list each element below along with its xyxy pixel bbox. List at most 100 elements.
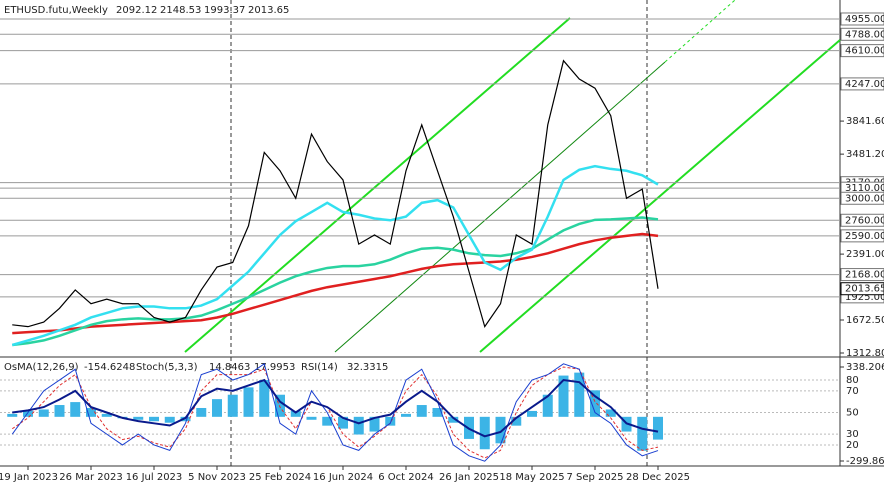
level-label: 4247.00	[845, 79, 884, 90]
grid-layer: 3841.60 3481.20 2391.00 1672.50 1312.80 4955.…	[0, 12, 884, 359]
osma-bar	[558, 375, 569, 417]
y-tick-label: 3841.60	[846, 116, 884, 127]
x-tick-label: 26 Mar 2023	[59, 472, 122, 483]
osma-bar	[605, 409, 616, 417]
indicator-tick-label: 50	[846, 408, 859, 419]
level-label: 4955.00	[845, 14, 884, 25]
level-label: 2168.00	[845, 270, 884, 281]
stoch-k-line	[11, 362, 659, 462]
indicator-tick-label: 70	[846, 386, 859, 397]
osma-bar	[23, 410, 33, 417]
layout	[0, 0, 884, 467]
symbol: ETHUSD.futu,Weekly	[4, 5, 108, 16]
y-tick-label: 1312.80	[846, 348, 884, 359]
osma-bar	[259, 379, 270, 417]
y-tick-label: 3481.20	[846, 149, 884, 160]
level-label: 3110.00	[845, 183, 884, 194]
osma-bar	[86, 407, 96, 417]
osma-bar	[196, 407, 207, 417]
indicator-tick-label: 338.206	[846, 362, 884, 373]
level-box	[840, 12, 884, 26]
osma-bar	[338, 416, 348, 429]
level-box	[840, 27, 884, 41]
x-tick-label: 18 May 2025	[499, 472, 564, 483]
osma-bar	[133, 416, 144, 420]
stoch-k-value: 14.8463	[209, 362, 250, 373]
osma-bar	[149, 416, 159, 422]
moving-average	[11, 164, 659, 347]
low: 1993.37	[204, 5, 245, 16]
stoch-d-value: 17.9953	[254, 362, 295, 373]
osma-bar	[322, 416, 333, 426]
level-label: 3000.00	[845, 193, 884, 204]
osma-bar	[542, 394, 553, 417]
osma-bar	[401, 413, 411, 417]
indicator-tick-label: 80	[846, 375, 859, 386]
stoch-label: Stoch(5,3,3)	[136, 362, 198, 373]
osma-bar	[432, 407, 443, 417]
level-label: 4788.00	[845, 29, 884, 40]
osma-bar	[54, 405, 65, 417]
moving-average	[12, 216, 659, 347]
osma-bar	[180, 416, 191, 422]
x-tick-label: 28 Dec 2025	[626, 472, 690, 483]
osma-bar	[637, 416, 648, 451]
x-tick-label: 16 Jun 2024	[313, 472, 373, 483]
osma-bar	[511, 416, 522, 426]
osma-bar	[653, 416, 663, 440]
osma-label: OsMA(12,26,9)	[4, 362, 79, 373]
x-tick-label: 5 Nov 2023	[188, 472, 246, 483]
osma-bar	[275, 394, 285, 417]
current-price-box	[840, 282, 884, 296]
osma-bar	[212, 399, 222, 417]
osma-bar	[38, 409, 49, 417]
osma-bar	[7, 413, 18, 417]
price-line	[12, 59, 659, 329]
level-box	[840, 44, 884, 58]
rsi-value: 32.3315	[347, 362, 388, 373]
osma-bar	[527, 410, 537, 417]
osma-bar	[448, 416, 459, 423]
osma-bar	[495, 416, 506, 444]
level-box	[840, 213, 884, 227]
osma-bar	[290, 410, 301, 417]
osma-bar	[306, 416, 317, 420]
channel-line	[334, 61, 666, 353]
open: 2092.12	[116, 5, 157, 16]
osma-bar	[574, 372, 585, 417]
level-box	[840, 191, 884, 205]
osma-bar	[164, 416, 175, 423]
osma-bar	[385, 416, 396, 426]
osma-bar	[369, 416, 380, 432]
close: 2013.65	[248, 5, 289, 16]
x-tick-label: 25 Feb 2024	[249, 472, 311, 483]
indicator-tick-label: 30	[846, 429, 859, 440]
osma-value: -154.6248	[84, 362, 135, 373]
level-box	[840, 229, 884, 243]
moving-average	[12, 232, 659, 335]
x-tick-label: 7 Sep 2025	[566, 472, 623, 483]
level-label: 2590.00	[845, 231, 884, 242]
indicator-tick-label: 20	[846, 440, 859, 451]
osma-bar	[227, 394, 238, 417]
current-price-label: 2013.65	[845, 284, 884, 295]
osma-bar	[590, 390, 600, 417]
indicator-tick-label: -299.8649	[846, 456, 884, 467]
channel-line	[479, 39, 841, 353]
osma-bar	[353, 416, 364, 435]
osma-bar	[70, 402, 81, 417]
y-tick-label: 1672.50	[846, 315, 884, 326]
x-tick-label: 26 Jan 2025	[439, 472, 499, 483]
x-tick-label: 6 Oct 2024	[378, 472, 433, 483]
osma-bar	[101, 413, 112, 417]
osma-bar	[479, 416, 490, 450]
x-tick-label: 16 Jul 2023	[126, 472, 183, 483]
rsi-label: RSI(14)	[301, 362, 338, 373]
high: 2148.53	[160, 5, 201, 16]
level-label: 1925.00	[845, 292, 884, 303]
level-box	[840, 77, 884, 91]
x-tick-label: 19 Jan 2023	[0, 472, 58, 483]
osma-bar	[243, 387, 254, 417]
rsi-line	[12, 378, 659, 438]
osma-bar	[416, 405, 427, 417]
